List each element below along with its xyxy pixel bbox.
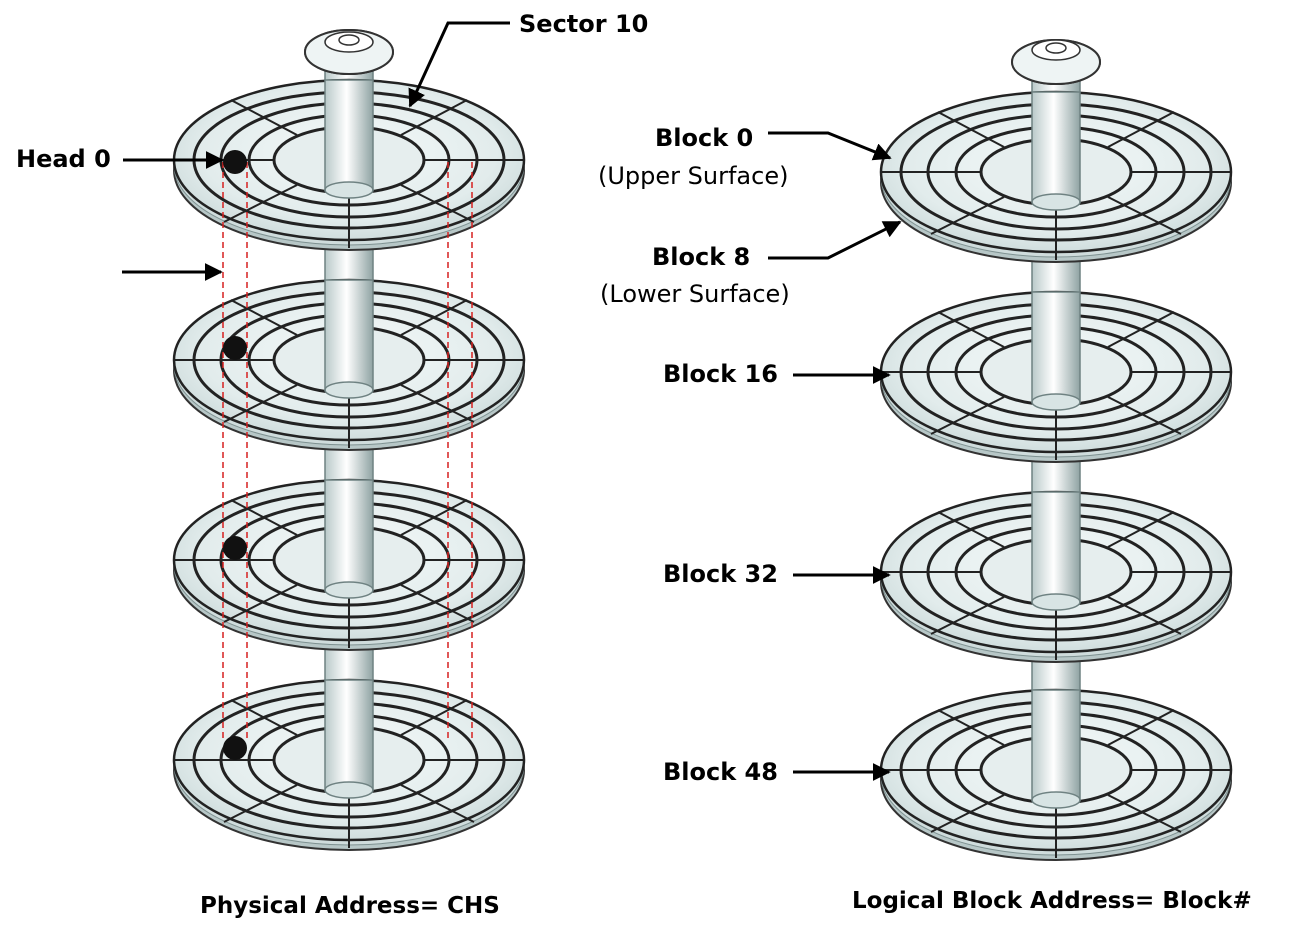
head-markers bbox=[223, 150, 247, 760]
right-disk-stack: Block 0 (Upper Surface) Block 8 (Lower S… bbox=[598, 39, 1252, 914]
left-platter-3 bbox=[172, 478, 526, 651]
left-platter-2 bbox=[172, 278, 526, 451]
right-platter-3 bbox=[879, 490, 1233, 663]
platters-left bbox=[172, 29, 526, 851]
head-0-marker bbox=[223, 150, 247, 174]
spindle-cap bbox=[1011, 39, 1101, 85]
block-16-label: Block 16 bbox=[663, 360, 778, 388]
sector-10-arrow bbox=[408, 21, 510, 108]
head-2-marker bbox=[223, 536, 247, 560]
block-48-label: Block 48 bbox=[663, 758, 778, 786]
head-3-marker bbox=[223, 736, 247, 760]
block-8-label: Block 8 bbox=[652, 243, 750, 271]
block-8-sublabel: (Lower Surface) bbox=[600, 280, 790, 308]
physical-address-caption: Physical Address= CHS bbox=[200, 893, 500, 919]
sector-10-label: Sector 10 bbox=[519, 10, 648, 38]
head-1-marker bbox=[223, 336, 247, 360]
block-8-arrow bbox=[768, 220, 902, 260]
left-platter-1 bbox=[172, 78, 526, 251]
spindle-cap bbox=[304, 29, 394, 75]
right-platter-2 bbox=[879, 290, 1233, 463]
right-platter-1 bbox=[879, 90, 1233, 263]
head-0-label: Head 0 bbox=[16, 145, 111, 173]
left-disk-stack: Head 0 Sector 10 Physical Address= CHS bbox=[16, 10, 648, 919]
platters-right bbox=[879, 39, 1233, 861]
cylinder-guides bbox=[222, 162, 473, 742]
block-0-arrow bbox=[768, 131, 892, 161]
left-platter-4 bbox=[172, 678, 526, 851]
block-32-label: Block 32 bbox=[663, 560, 778, 588]
block-0-sublabel: (Upper Surface) bbox=[598, 162, 788, 190]
lba-caption: Logical Block Address= Block# bbox=[852, 888, 1252, 914]
right-platter-4 bbox=[879, 688, 1233, 861]
block-0-label: Block 0 bbox=[655, 124, 753, 152]
